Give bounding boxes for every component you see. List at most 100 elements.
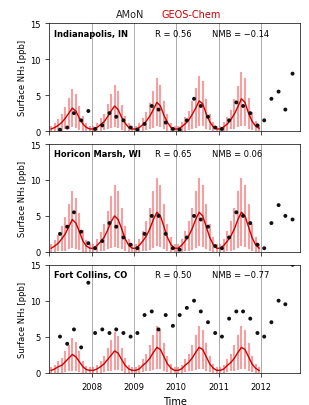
Point (86, 240, 91, 247)
Point (114, 224, 119, 230)
Text: NMB = 0.06: NMB = 0.06 (212, 150, 262, 159)
Point (57, 231, 62, 237)
Point (219, 126, 224, 133)
Point (107, 111, 112, 117)
Point (227, 118, 232, 124)
Point (262, 245, 267, 252)
Point (86, 109, 91, 115)
Point (234, 100, 239, 107)
Point (71, 326, 76, 333)
Point (241, 213, 246, 220)
Point (149, 309, 154, 315)
Point (177, 247, 182, 253)
Point (79, 344, 84, 351)
Point (205, 224, 210, 230)
Point (57, 127, 62, 134)
Text: AMoN: AMoN (116, 10, 144, 20)
Point (213, 125, 218, 132)
Point (171, 323, 176, 329)
Point (262, 118, 267, 124)
Point (248, 111, 253, 117)
Point (213, 330, 218, 337)
Point (290, 71, 295, 78)
Point (71, 111, 76, 117)
Point (142, 231, 147, 237)
Point (163, 312, 168, 318)
Point (248, 220, 253, 227)
Point (198, 217, 203, 223)
Point (100, 326, 105, 333)
Point (269, 96, 274, 103)
Point (135, 330, 140, 337)
Point (255, 123, 260, 129)
Point (290, 262, 295, 269)
Point (255, 242, 260, 248)
Point (100, 123, 105, 129)
Point (93, 126, 98, 133)
Text: R = 0.50: R = 0.50 (154, 271, 191, 279)
Point (135, 127, 140, 134)
Point (121, 330, 126, 337)
Text: NMB = −0.77: NMB = −0.77 (212, 271, 269, 279)
Point (65, 125, 70, 132)
Point (276, 89, 281, 96)
Point (71, 209, 76, 216)
Point (269, 319, 274, 326)
Point (171, 245, 176, 252)
Point (107, 220, 112, 227)
Point (241, 103, 246, 110)
Point (57, 334, 62, 340)
Point (255, 330, 260, 337)
Point (79, 229, 84, 235)
Point (198, 309, 203, 315)
Text: GEOS-Chem: GEOS-Chem (162, 10, 221, 20)
Y-axis label: Surface NH₃ [ppb]: Surface NH₃ [ppb] (18, 160, 27, 237)
Point (128, 334, 133, 340)
Point (93, 245, 98, 252)
Point (149, 213, 154, 220)
Point (156, 107, 161, 113)
Point (128, 125, 133, 132)
Point (234, 309, 239, 315)
Point (205, 114, 210, 121)
Point (65, 224, 70, 230)
Point (121, 234, 126, 241)
Point (283, 107, 288, 113)
Point (283, 213, 288, 220)
Point (184, 305, 189, 311)
Text: Indianapolis, IN: Indianapolis, IN (54, 30, 129, 38)
Point (219, 245, 224, 252)
Point (142, 122, 147, 128)
Text: R = 0.65: R = 0.65 (154, 150, 191, 159)
Point (128, 242, 133, 248)
Point (177, 127, 182, 134)
Text: R = 0.56: R = 0.56 (154, 30, 191, 38)
Point (79, 118, 84, 124)
Point (163, 231, 168, 237)
Point (149, 103, 154, 110)
Text: NMB = −0.14: NMB = −0.14 (212, 30, 269, 38)
Point (248, 315, 253, 322)
X-axis label: Time: Time (163, 396, 187, 405)
Y-axis label: Surface NH₃ [ppb]: Surface NH₃ [ppb] (18, 281, 27, 357)
Point (283, 301, 288, 308)
Point (121, 118, 126, 124)
Point (227, 315, 232, 322)
Y-axis label: Surface NH₃ [ppb]: Surface NH₃ [ppb] (18, 40, 27, 116)
Point (156, 326, 161, 333)
Point (142, 312, 147, 318)
Point (241, 309, 246, 315)
Point (205, 319, 210, 326)
Point (93, 330, 98, 337)
Point (192, 213, 197, 220)
Point (114, 326, 119, 333)
Point (86, 280, 91, 286)
Point (290, 217, 295, 223)
Point (163, 120, 168, 126)
Point (227, 234, 232, 241)
Point (219, 334, 224, 340)
Point (262, 334, 267, 340)
Point (276, 202, 281, 209)
Point (65, 341, 70, 347)
Point (114, 114, 119, 121)
